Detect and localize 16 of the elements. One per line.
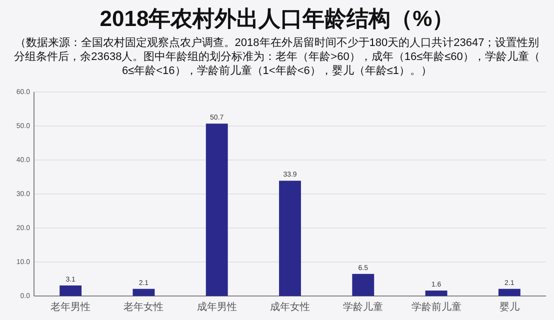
bar [498, 288, 520, 296]
bar [352, 274, 374, 296]
x-tick-label: 老年男性 [50, 301, 91, 313]
bar [206, 124, 228, 296]
chart-title: 2018年农村外出人口年龄结构（%） [100, 6, 454, 31]
bar [279, 180, 301, 296]
bar [60, 285, 82, 296]
x-tick-label: 婴儿 [499, 301, 520, 313]
chart-subtitle: （数据来源：全国农村固定观察点农户调查。2018年在外居留时间不少于180天的人口共计23647；设置性别分组条件后，余23638人。图中年龄组的划分标准为：老年（年龄>60），成年（16≤年龄≤60），学龄儿童（6≤年龄<16），学龄前儿童（1<年龄<6），婴儿（年龄≤1）。） [14, 36, 540, 77]
bar [425, 290, 448, 296]
x-tick-label: 学龄前儿童 [411, 301, 462, 313]
x-tick-label: 学龄儿童 [343, 301, 384, 313]
x-tick-label: 老年女性 [124, 301, 164, 313]
x-tick-label: 成年女性 [270, 301, 310, 313]
x-tick-label: 成年男性 [196, 301, 237, 313]
bar [132, 288, 155, 296]
